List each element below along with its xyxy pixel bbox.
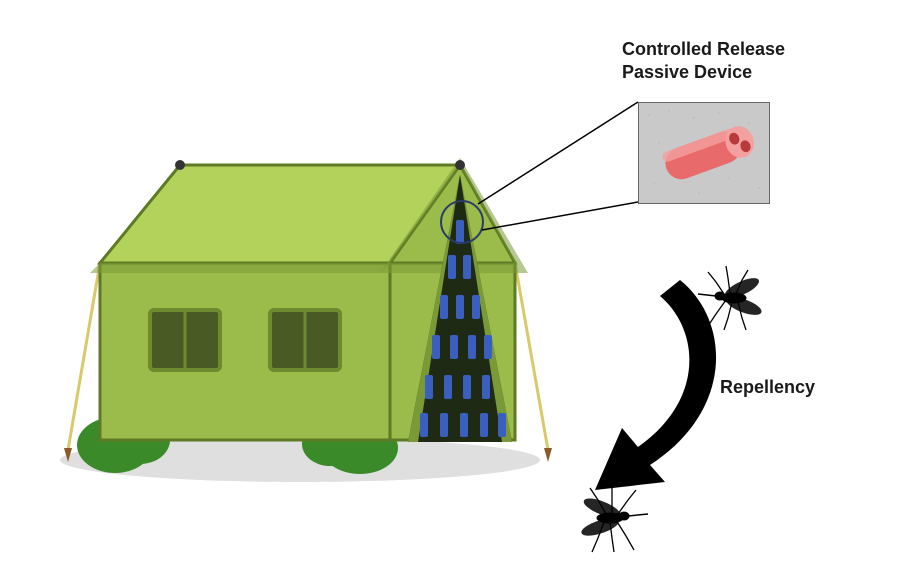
device-label-line2: Passive Device: [622, 62, 752, 82]
device-label: Controlled Release Passive Device: [622, 38, 785, 83]
mosquito-bottom: [560, 480, 660, 555]
mosquito-top: [686, 260, 776, 330]
device-label-line1: Controlled Release: [622, 39, 785, 59]
diagram-canvas: Controlled Release Passive Device Repell…: [0, 0, 910, 568]
device-photo: [638, 102, 770, 204]
